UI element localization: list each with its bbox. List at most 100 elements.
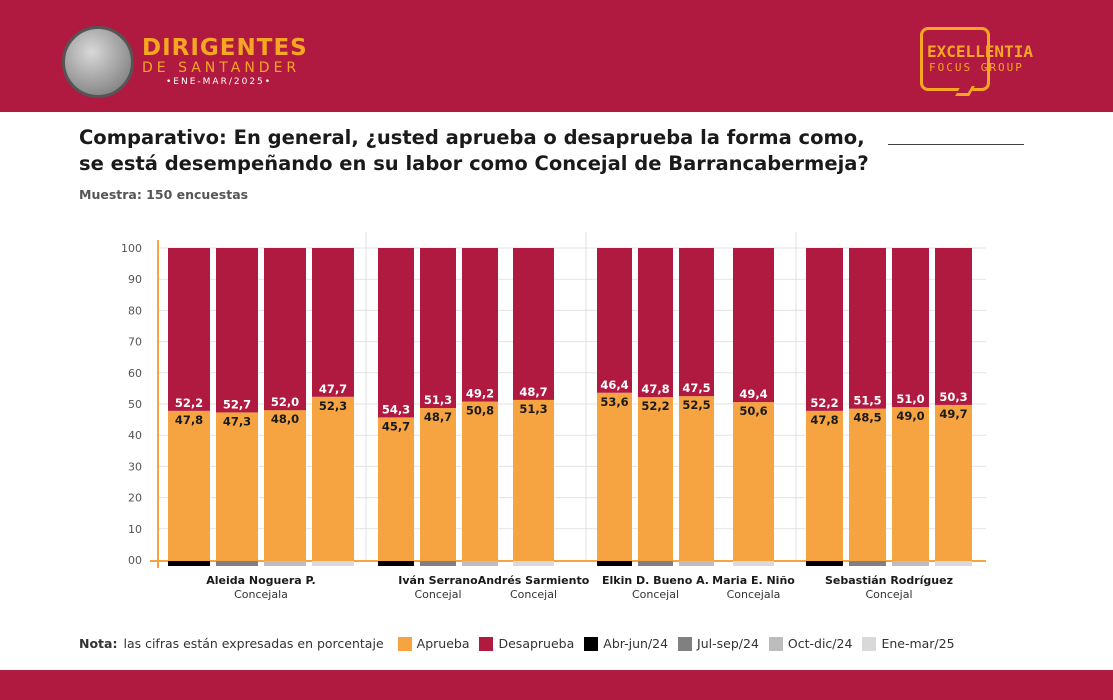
bar-aprueba	[892, 407, 929, 560]
legend-swatch	[397, 636, 412, 651]
logo-tagline: FOCUS GROUP	[929, 61, 1024, 74]
period-marker	[935, 561, 972, 566]
period-marker	[378, 561, 414, 566]
category-role: Concejala	[727, 588, 781, 601]
y-tick-label: 30	[128, 460, 142, 473]
bar-aprueba	[462, 401, 498, 560]
bar-desaprueba	[378, 248, 414, 418]
label-aprueba: 48,5	[853, 411, 881, 425]
category-role: Concejal	[632, 588, 679, 601]
bar-aprueba	[806, 410, 843, 560]
label-aprueba: 47,3	[223, 414, 251, 428]
period-marker	[806, 561, 843, 566]
label-desaprueba: 54,3	[382, 402, 410, 416]
period-marker	[679, 561, 714, 566]
period-marker	[638, 561, 673, 566]
label-desaprueba: 50,3	[939, 390, 967, 404]
sample-size: Muestra: 150 encuestas	[79, 187, 249, 202]
label-aprueba: 52,5	[682, 398, 710, 412]
bar-desaprueba	[935, 248, 972, 405]
label-desaprueba: 47,8	[641, 382, 669, 396]
footer-band	[0, 670, 1113, 700]
bar-aprueba	[935, 404, 972, 560]
label-desaprueba: 49,4	[739, 387, 767, 401]
period-marker	[597, 561, 632, 566]
bar-aprueba	[264, 410, 306, 560]
label-desaprueba: 51,3	[424, 393, 452, 407]
category-name: Maria E. Niño	[712, 574, 795, 587]
bar-desaprueba	[849, 248, 886, 409]
bar-aprueba	[420, 408, 456, 560]
bar-aprueba	[733, 402, 774, 560]
y-tick-label: 10	[128, 523, 142, 536]
legend-swatch	[479, 636, 494, 651]
period-marker	[849, 561, 886, 566]
y-tick-label: 00	[128, 554, 142, 567]
legend-label: Desaprueba	[498, 636, 575, 651]
legend-item: Ene-mar/25	[862, 636, 955, 651]
legend-swatch	[768, 636, 783, 651]
bar-aprueba	[849, 408, 886, 560]
bar-desaprueba	[679, 248, 714, 397]
bar-aprueba	[312, 396, 354, 560]
bar-aprueba	[168, 410, 210, 560]
brand-period: •ENE-MAR/2025•	[166, 77, 273, 87]
y-tick-label: 20	[128, 492, 142, 505]
excellentia-logo-frame	[920, 27, 990, 91]
brand-subtitle: DE SANTANDER	[142, 60, 301, 76]
logo-name: EXCELLENTIA	[927, 42, 1033, 61]
period-marker	[462, 561, 498, 566]
note-text: las cifras están expresadas en porcentaj…	[123, 636, 384, 651]
label-aprueba: 49,0	[896, 409, 924, 423]
legend-item: Oct-dic/24	[768, 636, 853, 651]
bar-desaprueba	[733, 248, 774, 403]
bar-desaprueba	[638, 248, 673, 398]
category-role: Concejala	[234, 588, 288, 601]
label-aprueba: 47,8	[810, 413, 838, 427]
y-tick-label: 100	[121, 242, 142, 255]
header-band	[0, 0, 1113, 112]
label-desaprueba: 49,2	[466, 387, 494, 401]
bar-aprueba	[597, 392, 632, 560]
label-desaprueba: 51,0	[896, 392, 924, 406]
title-blank-underline	[888, 144, 1024, 145]
label-desaprueba: 52,2	[175, 396, 203, 410]
label-desaprueba: 48,7	[519, 385, 547, 399]
period-marker	[264, 561, 306, 566]
category-name: Sebastián Rodríguez	[825, 574, 953, 587]
bar-desaprueba	[168, 248, 210, 411]
bar-aprueba	[378, 417, 414, 560]
excellentia-logo: EXCELLENTIA FOCUS GROUP	[927, 43, 1033, 75]
bar-desaprueba	[216, 248, 258, 413]
y-tick-label: 60	[128, 367, 142, 380]
bar-desaprueba	[806, 248, 843, 411]
label-desaprueba: 52,2	[810, 396, 838, 410]
bar-desaprueba	[597, 248, 632, 393]
label-aprueba: 48,0	[271, 412, 299, 426]
category-name: Aleida Noguera P.	[206, 574, 315, 587]
label-aprueba: 48,7	[424, 410, 452, 424]
legend-item: Aprueba	[397, 636, 469, 651]
label-aprueba: 51,3	[519, 402, 547, 416]
label-aprueba: 47,8	[175, 413, 203, 427]
legend-label: Oct-dic/24	[787, 636, 853, 651]
label-aprueba: 49,7	[939, 407, 967, 421]
bar-desaprueba	[892, 248, 929, 408]
legend-label: Ene-mar/25	[881, 636, 955, 651]
category-role: Concejal	[414, 588, 461, 601]
period-marker	[733, 561, 774, 566]
period-marker	[216, 561, 258, 566]
bar-desaprueba	[264, 248, 306, 411]
bar-aprueba	[679, 396, 714, 560]
period-marker	[892, 561, 929, 566]
y-tick-label: 50	[128, 398, 142, 411]
legend: Nota: las cifras están expresadas en por…	[79, 636, 965, 651]
label-desaprueba: 52,0	[271, 395, 299, 409]
santander-seal-logo	[62, 26, 134, 98]
note-label: Nota:	[79, 636, 118, 651]
bar-desaprueba	[462, 248, 498, 402]
chart-title: Comparativo: En general, ¿usted aprueba …	[79, 125, 1039, 177]
period-marker	[312, 561, 354, 566]
legend-swatch	[862, 636, 877, 651]
category-role: Concejal	[510, 588, 557, 601]
